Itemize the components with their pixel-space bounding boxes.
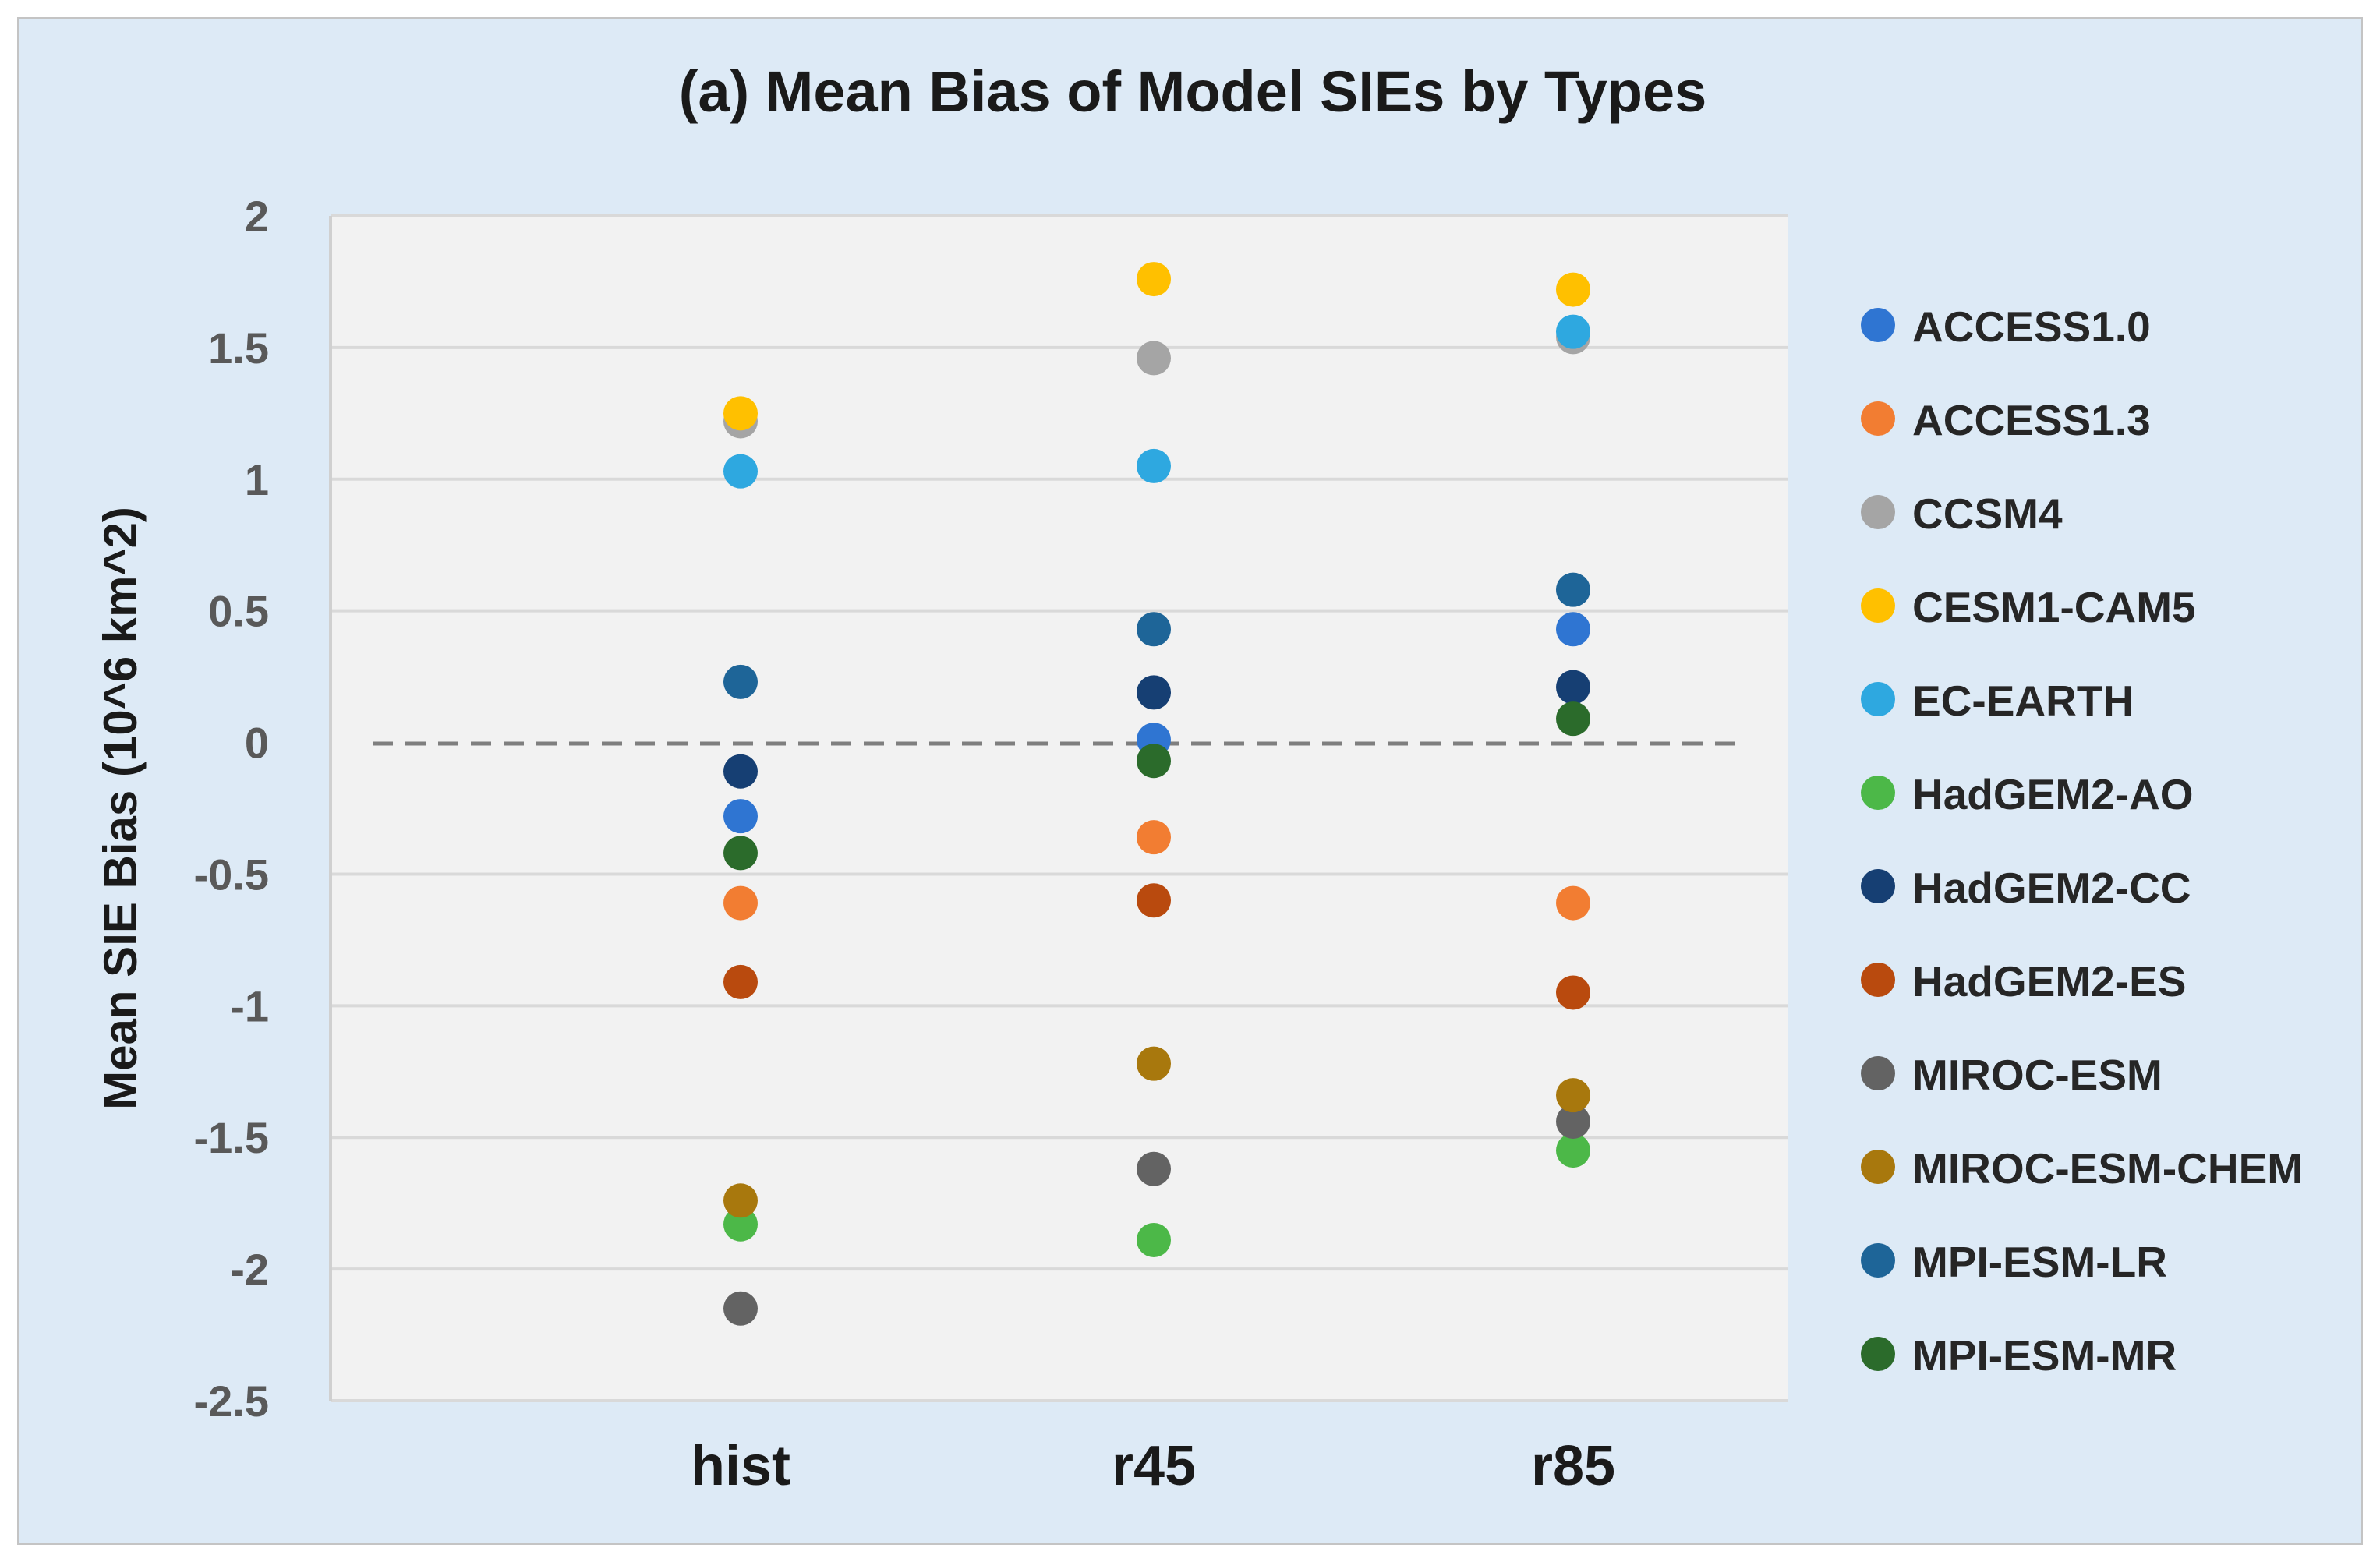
gridlines [331,214,1788,1402]
legend-marker [1861,682,1895,716]
data-point [1137,341,1171,376]
y-tick-label: 1.5 [208,323,269,373]
data-point [1556,1104,1590,1139]
data-point [723,836,758,871]
legend-marker [1861,588,1895,623]
plot-area [331,216,1788,1401]
data-point [1556,1133,1590,1168]
chart-title: (a) Mean Bias of Model SIEs by Types [679,59,1707,124]
legend-label: EC-EARTH [1912,677,2134,725]
x-tick-label: hist [691,1435,790,1497]
data-point [723,1291,758,1326]
y-tick-labels: 2 1.5 1 0.5 0 -0.5 -1 -1.5 -2 -2.5 [194,192,270,1426]
legend-label: MPI-ESM-MR [1912,1331,2177,1380]
y-tick-label: -2.5 [194,1376,270,1426]
y-tick-label: -1 [230,981,269,1030]
legend-marker [1861,495,1895,529]
data-point [723,396,758,431]
y-tick-label: 1 [245,455,269,504]
y-tick-label: 0.5 [208,587,269,636]
y-tick-label: -0.5 [194,850,270,899]
legend-label: MIROC-ESM [1912,1051,2163,1099]
data-point [1556,885,1590,921]
legend-label: MIROC-ESM-CHEM [1912,1144,2303,1193]
data-point [1137,1222,1171,1257]
data-point [1137,883,1171,918]
y-tick-label: 0 [245,719,269,768]
x-tick-labels: hist r45 r85 [691,1435,1615,1497]
y-tick-label: -2 [230,1245,269,1294]
data-point [723,664,758,699]
data-points [723,262,1590,1326]
x-tick-label: r45 [1112,1435,1196,1497]
legend-marker [1861,963,1895,997]
data-point [723,885,758,921]
data-point [1556,314,1590,349]
data-point [1556,272,1590,307]
x-tick-label: r85 [1531,1435,1615,1497]
legend-marker [1861,308,1895,342]
legend-marker [1861,1243,1895,1278]
data-point [723,754,758,789]
data-point [1556,612,1590,647]
legend-label: ACCESS1.3 [1912,396,2151,444]
data-point [1556,572,1590,607]
data-point [1137,820,1171,855]
data-point [1556,975,1590,1010]
data-point [1556,1078,1590,1113]
data-point [723,1207,758,1242]
y-axis-label: Mean SIE Bias (10^6 km^2) [94,507,147,1110]
legend: ACCESS1.0 ACCESS1.3 CCSM4 CESM1-CAM5 EC-EART… [1861,302,2303,1380]
legend-marker [1861,1150,1895,1184]
legend-label: CCSM4 [1912,489,2063,538]
y-tick-label: -1.5 [194,1113,270,1162]
legend-marker [1861,1056,1895,1090]
data-point [1137,1151,1171,1186]
data-point [1137,675,1171,710]
legend-marker [1861,401,1895,436]
data-point [1137,262,1171,297]
legend-marker [1861,869,1895,903]
data-point [1556,670,1590,705]
data-point [1137,612,1171,647]
data-point [1137,448,1171,483]
data-point [723,454,758,489]
data-point [1137,744,1171,779]
legend-label: HadGEM2-CC [1912,864,2191,912]
legend-label: MPI-ESM-LR [1912,1238,2167,1286]
legend-marker [1861,776,1895,810]
legend-label: HadGEM2-AO [1912,770,2194,818]
data-point [723,799,758,834]
legend-marker [1861,1337,1895,1371]
legend-label: CESM1-CAM5 [1912,583,2196,631]
data-point [1556,701,1590,737]
data-point [723,1183,758,1218]
legend-label: HadGEM2-ES [1912,957,2186,1005]
legend-label: ACCESS1.0 [1912,302,2151,351]
y-tick-label: 2 [245,192,269,241]
data-point [1137,1046,1171,1081]
data-point [723,964,758,999]
